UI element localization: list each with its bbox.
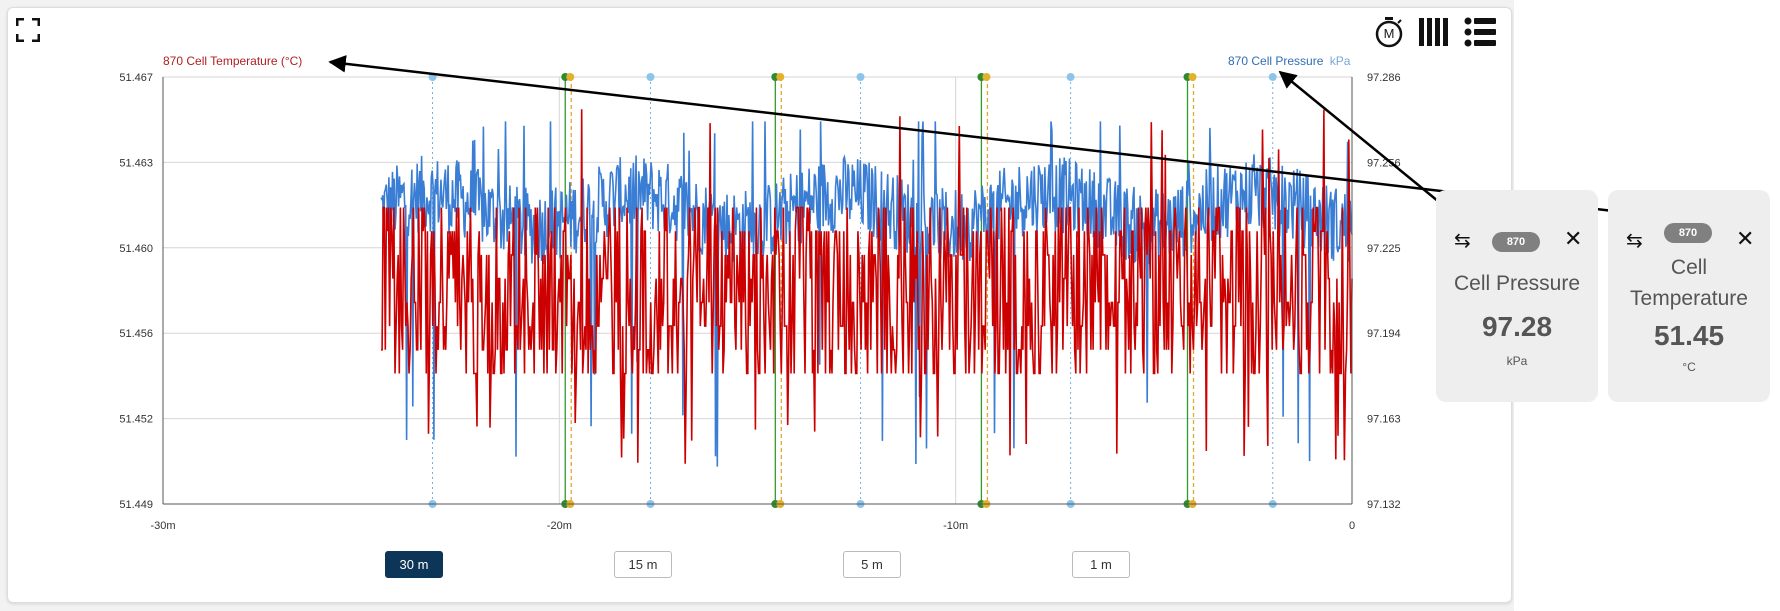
x-tick-label: -20m [547, 520, 572, 532]
right-tick-label: 97.286 [1367, 72, 1401, 84]
left-axis-title: 870 Cell Temperature (°C) [163, 54, 303, 68]
event-marker-dot [1066, 73, 1075, 81]
right-tick-label: 97.194 [1367, 328, 1401, 340]
card-value: 51.45 [1653, 320, 1725, 351]
event-marker-dot [1188, 73, 1197, 81]
temperature-callout-arrow [328, 55, 1623, 214]
left-tick-label: 51.449 [119, 499, 153, 511]
left-tick-label: 51.452 [119, 414, 153, 426]
card-unit: °C [1682, 360, 1696, 374]
event-marker-dot [566, 73, 575, 81]
event-marker-dot [646, 73, 655, 81]
card-label: Cell Pressure [1436, 268, 1598, 299]
cell-pressure-card[interactable]: ⇆ 870 ✕ Cell Pressure 97.28 kPa [1436, 190, 1598, 402]
swap-icon[interactable]: ⇆ [1626, 230, 1643, 252]
list-icon-svg [1464, 17, 1496, 47]
right-axis-unit: kPa [1329, 54, 1351, 68]
fullscreen-icon-svg [15, 17, 41, 43]
right-tick-label: 97.225 [1367, 243, 1401, 255]
series [380, 109, 1353, 467]
list-icon[interactable] [1464, 16, 1496, 48]
card-unit: kPa [1506, 354, 1528, 368]
swap-icon[interactable]: ⇆ [1454, 230, 1471, 252]
card-label: Cell Temperature [1608, 252, 1770, 314]
fullscreen-icon[interactable] [15, 17, 41, 43]
right-axis-series-name: 870 Cell Pressure [1228, 54, 1324, 68]
card-label-line: Cell Pressure [1453, 272, 1581, 295]
pressure-callout-arrow [1278, 70, 1456, 216]
event-marker-dot [982, 73, 991, 81]
device-badge: 870 [1492, 232, 1540, 252]
columns-icon-svg [1419, 18, 1448, 46]
left-tick-label: 51.467 [119, 72, 153, 84]
right-tick-label: 97.256 [1367, 157, 1401, 169]
range-30m-button[interactable]: 30 m [385, 551, 443, 578]
event-marker-dot [1268, 73, 1277, 81]
axes: 51.467 97.286 51.463 97.256 51.460 97.225 51.4… [119, 72, 1400, 532]
close-icon[interactable]: ✕ [1564, 226, 1583, 251]
left-tick-label: 51.463 [119, 157, 153, 169]
stopwatch-label: M [1383, 26, 1395, 41]
close-icon[interactable]: ✕ [1736, 226, 1755, 251]
right-tick-label: 97.163 [1367, 414, 1401, 426]
x-tick-label: 0 [1349, 520, 1355, 532]
range-5m-button[interactable]: 5 m [843, 551, 901, 578]
range-15m-button[interactable]: 15 m [614, 551, 672, 578]
event-marker-dot [856, 73, 865, 81]
card-label-line: Temperature [1630, 287, 1748, 310]
stopwatch-icon-svg [1375, 17, 1403, 48]
device-badge: 870 [1664, 223, 1712, 243]
event-marker-dot [776, 73, 785, 81]
right-tick-label: 97.132 [1367, 499, 1401, 511]
x-tick-label: -30m [150, 520, 175, 532]
cell-temperature-card[interactable]: ⇆ 870 ✕ Cell Temperature 51.45 °C [1608, 190, 1770, 402]
card-label-line: Cell [1670, 256, 1708, 279]
callout-arrows [328, 55, 1623, 216]
right-axis-title: 870 Cell Pressure kPa [1228, 54, 1350, 68]
x-tick-label: -10m [943, 520, 968, 532]
columns-icon[interactable] [1418, 16, 1450, 48]
left-tick-label: 51.460 [119, 243, 153, 255]
range-1m-button[interactable]: 1 m [1072, 551, 1130, 578]
stopwatch-icon[interactable]: M [1374, 16, 1404, 48]
left-tick-label: 51.456 [119, 328, 153, 340]
pressure-series-line [380, 121, 1353, 467]
temperature-series-line [381, 109, 1353, 464]
card-value: 97.28 [1481, 311, 1553, 342]
